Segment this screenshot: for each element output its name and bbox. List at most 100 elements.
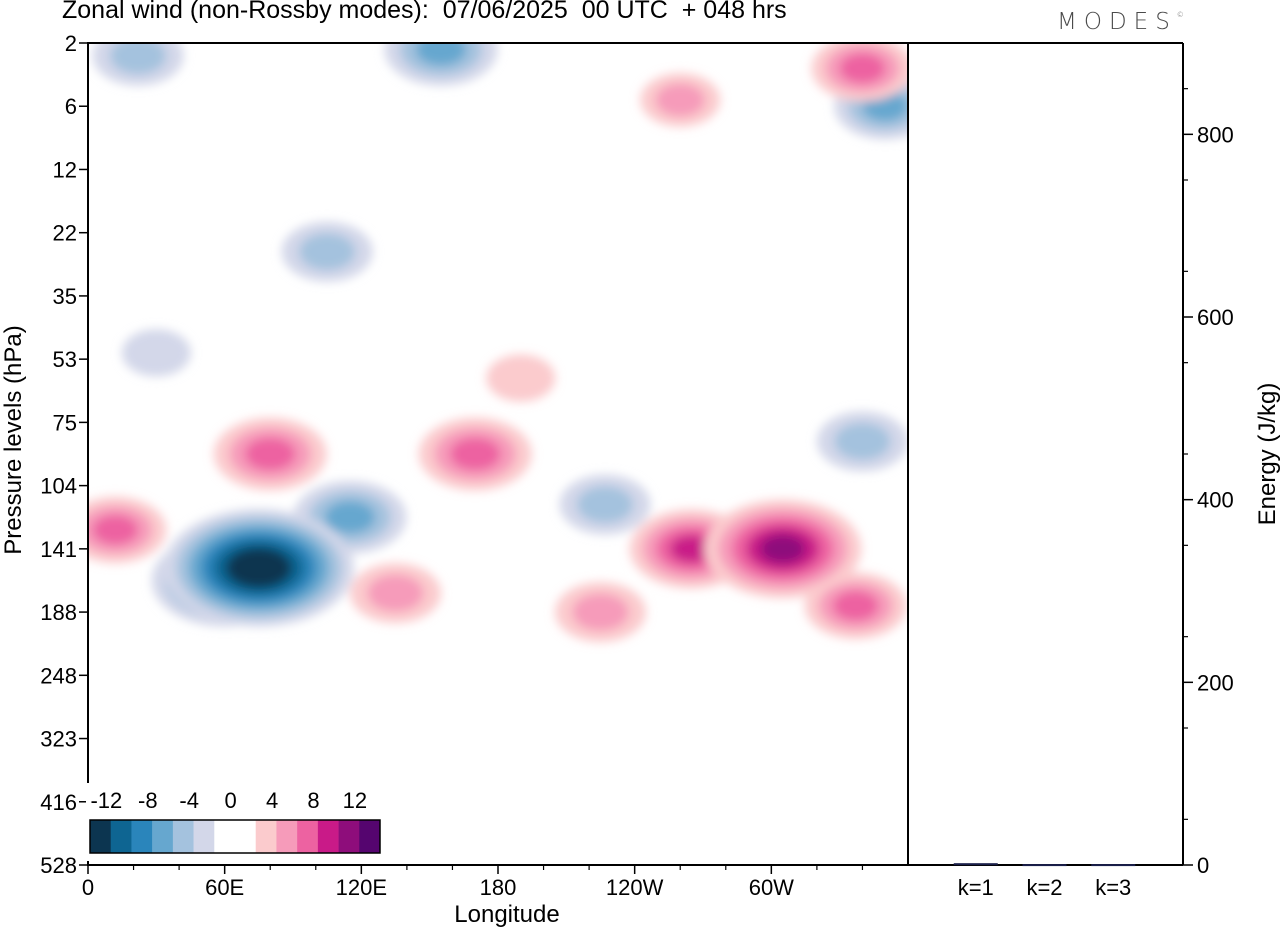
energy-tick-label: 400: [1197, 488, 1234, 513]
colorbar-label: 12: [343, 788, 367, 813]
energy-category-label: k=2: [1026, 875, 1062, 900]
contour-level: [577, 486, 634, 524]
chart-title: Zonal wind (non-Rossby modes): 07/06/202…: [62, 0, 787, 24]
contour-blob-15: [418, 417, 532, 491]
contour-blob-2: [640, 73, 721, 127]
energy-tick-label: 200: [1197, 670, 1234, 695]
y-tick-label: 528: [40, 853, 77, 878]
contour-level: [299, 233, 356, 271]
contour-level: [110, 43, 167, 75]
x-tick-label: 120E: [336, 875, 387, 900]
contour-blob-5: [281, 221, 373, 282]
contour-level: [324, 501, 376, 534]
contour-level: [245, 437, 296, 471]
y-tick-label: 6: [65, 94, 77, 119]
contour-level: [121, 329, 191, 377]
contour-level: [367, 574, 424, 612]
contour-blob-4: [350, 563, 441, 624]
contour-level: [670, 535, 714, 563]
y-tick-label: 53: [53, 347, 77, 372]
colorbar-swatch: [172, 820, 194, 853]
colorbar-swatch: [359, 820, 381, 853]
contour-level: [572, 593, 629, 631]
energy-tick-label: 800: [1197, 122, 1234, 147]
contour-blob-12: [811, 43, 908, 102]
colorbar-swatch: [152, 820, 174, 853]
contour-level: [832, 590, 879, 621]
y-tick-label: 2: [65, 31, 77, 56]
colorbar-label: -8: [138, 788, 158, 813]
colorbar-label: 0: [225, 788, 237, 813]
x-axis-label: Longitude: [454, 901, 559, 928]
heatmap-field: [88, 43, 908, 643]
y-tick-label: 35: [53, 284, 77, 309]
y-tick-label: 323: [40, 727, 77, 752]
colorbar-swatch: [235, 820, 257, 853]
colorbar-label: 8: [307, 788, 319, 813]
energy-panel: 0 200 400 600 800 Energy (J/kg) k=1 k=2 k=3: [908, 42, 1280, 900]
contour-blob-9: [88, 496, 167, 564]
colorbar: -12 -8 -4 0 4 8 12: [86, 783, 382, 861]
colorbar-label: -12: [90, 788, 122, 813]
colorbar-swatch: [276, 820, 298, 853]
contour-blob-8: [816, 411, 908, 472]
contour-level: [834, 422, 891, 460]
x-tick-label: 0: [82, 875, 94, 900]
contour-level: [839, 53, 886, 84]
y-tick-label: 188: [40, 600, 77, 625]
colorbar-label: -4: [179, 788, 199, 813]
contour-level: [450, 437, 501, 471]
colorbar-swatch: [297, 820, 319, 853]
contour-blob-20: [163, 509, 354, 627]
colorbar-swatch: [193, 820, 215, 853]
contour-level: [415, 43, 467, 66]
y-tick-label: 104: [40, 474, 77, 499]
contour-blob-3: [555, 582, 646, 643]
colorbar-frame: [89, 819, 381, 854]
y-tick-label: 75: [53, 410, 77, 435]
contour-blob-1: [486, 354, 556, 402]
contour-blob-16: [384, 43, 498, 86]
contour-field: [88, 43, 908, 643]
modes-logo: MODES©: [1057, 9, 1184, 35]
colorbar-swatch: [255, 820, 277, 853]
y-tick-label: 141: [40, 537, 77, 562]
colorbar-swatch: [110, 820, 132, 853]
contour-level: [238, 555, 279, 581]
x-tick-label: 60W: [749, 875, 794, 900]
logo-text: MODES: [1057, 9, 1177, 35]
colorbar-swatch: [317, 820, 339, 853]
contour-level: [655, 83, 705, 117]
colorbar-swatch: [338, 820, 360, 853]
x-tick-label: 60E: [205, 875, 244, 900]
x-tick-label: 180: [480, 875, 517, 900]
contour-blob-6: [92, 43, 184, 86]
contour-blob-7: [559, 474, 651, 535]
energy-bar: [1022, 864, 1067, 867]
colorbar-label: 4: [266, 788, 278, 813]
energy-tick-label: 0: [1197, 853, 1209, 878]
energy-category-label: k=1: [958, 875, 994, 900]
y-tick-label: 248: [40, 663, 77, 688]
energy-axis-label: Energy (J/kg): [1254, 383, 1280, 526]
energy-bar: [1091, 864, 1136, 867]
y-tick-label: 416: [40, 790, 77, 815]
energy-category-label: k=3: [1095, 875, 1131, 900]
contour-level: [92, 515, 138, 545]
y-axis-label: Pressure levels (hPa): [0, 325, 27, 554]
logo-mark: ©: [1176, 11, 1184, 19]
contour-blob-19: [704, 499, 862, 599]
contour-blob-0: [121, 329, 191, 377]
colorbar-swatch: [131, 820, 153, 853]
colorbar-swatch: [90, 820, 112, 853]
contour-blob-10: [804, 572, 907, 639]
contour-level: [486, 354, 556, 402]
colorbar-swatch: [214, 820, 236, 853]
main-axes: 0 60E 120E 180 120W 60W 2 6 12 22 35 53 75 104 141 188 2…: [0, 31, 909, 928]
contour-blob-13: [213, 417, 327, 491]
x-tick-label: 120W: [606, 875, 664, 900]
energy-tick-label: 600: [1197, 305, 1234, 330]
y-tick-label: 22: [53, 221, 77, 246]
energy-bar: [953, 863, 998, 866]
